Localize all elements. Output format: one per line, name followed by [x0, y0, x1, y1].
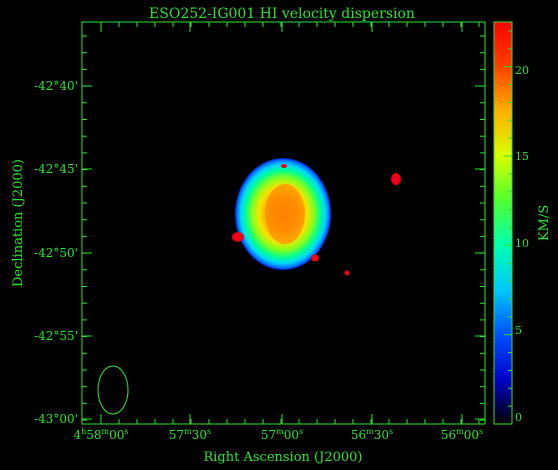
- y-tick-label: -42°45': [34, 162, 78, 176]
- x-tick-label: 56m30s: [351, 427, 393, 442]
- x-tick-labels: 4h58m00s 57m30s 57m00s 56m30s 56m00s: [73, 427, 483, 442]
- y-axis-title: Declination (J2000): [11, 159, 26, 287]
- y-tick-labels: -42°40' -42°45' -42°50' -42°55' -43°00': [34, 79, 78, 426]
- y-tick-label: -43°00': [34, 412, 78, 426]
- x-tick-label: 56m00s: [441, 427, 483, 442]
- x-axis-title: Right Ascension (J2000): [203, 450, 362, 465]
- axis-ticks: [82, 22, 485, 424]
- colorbar-tick-label: 15: [515, 150, 529, 163]
- colorbar-label: KM/S: [537, 205, 552, 241]
- source-west: [232, 232, 244, 242]
- colorbar-tick-label: 10: [515, 237, 529, 250]
- colorbar-tick-labels: 0 5 10 15 20: [515, 64, 529, 424]
- colorbar-tick-label: 20: [515, 64, 529, 77]
- colorbar-tick-label: 5: [515, 324, 522, 337]
- y-tick-label: -42°50': [34, 246, 78, 260]
- source-small: [344, 270, 350, 276]
- y-tick-label: -42°40': [34, 79, 78, 93]
- galaxy-core: [265, 184, 305, 244]
- colorbar: [493, 21, 513, 425]
- x-tick-label: 57m30s: [169, 427, 211, 442]
- x-tick-label: 57m00s: [261, 427, 303, 442]
- beam-ellipse: [97, 365, 129, 415]
- colorbar-ticks: [504, 30, 512, 425]
- source-north: [281, 164, 287, 168]
- chart-title: ESO252-IG001 HI velocity dispersion: [149, 6, 415, 22]
- colorbar-tick-label: 0: [515, 411, 522, 424]
- dispersion-map: [232, 158, 401, 276]
- source-east: [391, 173, 401, 185]
- y-tick-label: -42°55': [34, 329, 78, 343]
- x-tick-label: 4h58m00s: [73, 427, 128, 442]
- source-south: [311, 254, 319, 262]
